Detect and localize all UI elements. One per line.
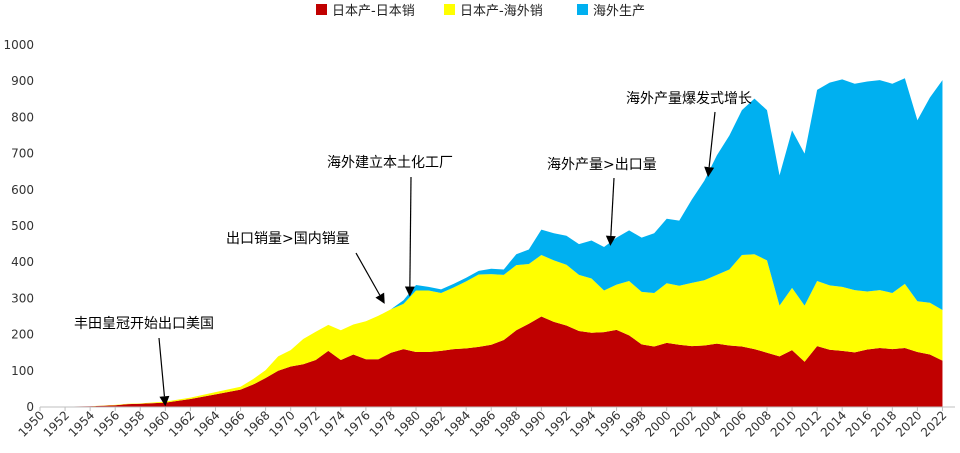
y-tick-label: 1000 [3,38,34,52]
legend: 日本产-日本销 日本产-海外销 海外生产 [316,4,645,19]
annotation-arrow-line [355,252,381,296]
annotation-arrowhead [375,292,385,304]
annotation-arrow-line [610,177,615,236]
x-tick-label: 1956 [91,408,122,439]
area-series-0 [40,316,943,407]
y-tick-label: 0 [26,400,34,414]
legend-label-domestic-sales: 日本产-日本销 [332,4,415,19]
x-tick-label: 1974 [316,408,347,439]
annotation-label: 海外建立本土化工厂 [327,155,453,171]
x-tick-label: 2012 [793,408,824,439]
x-tick-label: 1996 [592,408,623,439]
x-tick-label: 1970 [266,408,297,439]
annotation-arrowhead [159,395,170,407]
x-tick-label: 2016 [843,408,874,439]
area-series-2 [40,78,943,408]
x-tick-label: 1950 [16,408,47,439]
x-tick-label: 1980 [392,408,423,439]
x-tick-label: 2008 [743,408,774,439]
legend-label-export-sales: 日本产-海外销 [460,4,543,19]
x-tick-label: 1954 [66,408,97,439]
x-tick-label: 1952 [41,408,72,439]
x-tick-label: 1982 [417,408,448,439]
y-tick-label: 800 [11,110,34,124]
y-tick-label: 500 [11,219,34,233]
annotation-arrow-line [708,111,716,168]
x-tick-label: 1994 [567,408,598,439]
annotation-label: 出口销量>国内销量 [226,231,350,247]
x-tick-label: 2010 [768,408,799,439]
x-tick-label: 1978 [367,408,398,439]
y-tick-label: 700 [11,147,34,161]
y-tick-label: 600 [11,183,34,197]
annotation-arrowhead [404,286,415,297]
x-tick-label: 2014 [818,408,849,439]
annotation-label: 海外产量爆发式增长 [626,91,752,107]
x-tick-label: 2006 [718,408,749,439]
y-tick-label: 200 [11,328,34,342]
x-tick-label: 1992 [542,408,573,439]
legend-label-overseas-production: 海外生产 [593,4,645,19]
y-tick-label: 900 [11,74,34,88]
annotations-group: 丰田皇冠开始出口美国 出口销量>国内销量 海外建立本土化工厂 海外产量>出口量 海外产量… [74,91,752,407]
x-tick-label: 2022 [918,408,949,439]
x-tick-label: 1972 [291,408,322,439]
x-tick-label: 2020 [893,408,924,439]
annotation-arrowhead [704,166,715,178]
x-tick-label: 1990 [517,408,548,439]
x-tick-label: 2004 [692,408,723,439]
legend-swatch-export-sales [444,4,455,15]
x-tick-label: 2000 [642,408,673,439]
legend-swatch-overseas-production [577,4,588,15]
annotation-label: 海外产量>出口量 [547,157,657,173]
y-tick-label: 300 [11,291,34,305]
annotation-arrow-line [158,337,166,397]
x-tick-label: 2002 [667,408,698,439]
area-series-1 [40,254,943,407]
area-series-group [40,78,943,408]
x-tick-label: 1988 [492,408,523,439]
x-tick-label: 1976 [342,408,373,439]
y-tick-label: 400 [11,255,34,269]
annotation-arrow-line [409,176,412,287]
annotation-label: 丰田皇冠开始出口美国 [74,316,214,332]
x-tick-label: 1958 [116,408,147,439]
x-tick-label: 1986 [467,408,498,439]
x-tick-label: 1984 [442,408,473,439]
x-tick-label: 1962 [166,408,197,439]
x-tick-label: 1960 [141,408,172,439]
y-tick-label: 100 [11,364,34,378]
legend-swatch-domestic-sales [316,4,327,15]
annotation-arrowhead [605,235,616,246]
x-tick-label: 2018 [868,408,899,439]
x-tick-label: 1968 [241,408,272,439]
x-tick-label: 1966 [216,408,247,439]
x-tick-label: 1964 [191,408,222,439]
x-tick-label: 1998 [617,408,648,439]
